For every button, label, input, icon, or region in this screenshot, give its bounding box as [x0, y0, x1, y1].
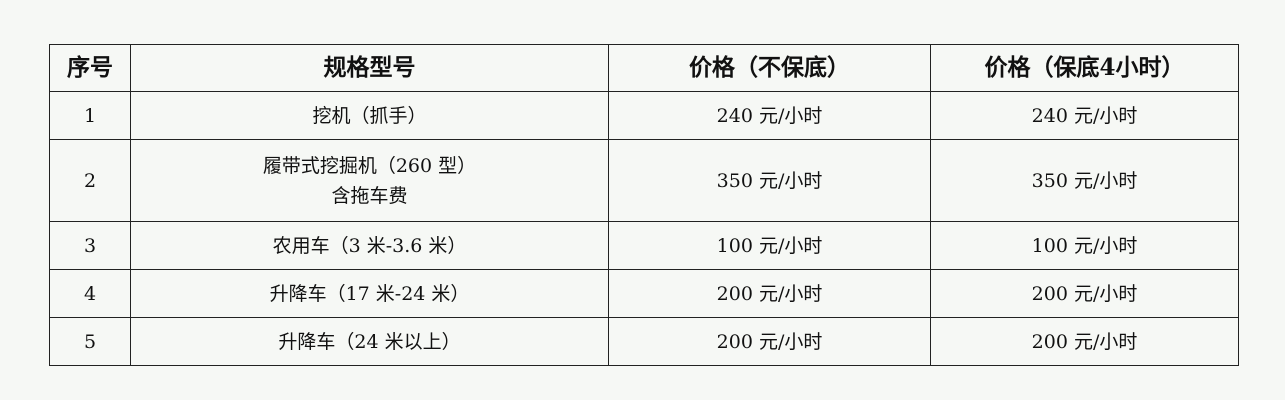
- cell-price-minimum-4h: 350 元/小时: [930, 139, 1239, 222]
- header-price-no-minimum: 价格（不保底）: [608, 44, 931, 92]
- cell-model: 升降车（17 米-24 米）: [130, 269, 609, 318]
- cell-price-no-minimum: 200 元/小时: [608, 269, 931, 318]
- cell-model-line: 含拖车费: [331, 184, 408, 207]
- header-row: 序号 规格型号 价格（不保底） 价格（保底4小时）: [49, 44, 1239, 92]
- cell-no: 2: [49, 139, 131, 222]
- price-table: 序号 规格型号 价格（不保底） 价格（保底4小时） 1 挖机（抓手） 240 元…: [49, 44, 1239, 366]
- table-row: 2 履带式挖掘机（260 型） 含拖车费 350 元/小时 350 元/小时: [49, 139, 1239, 222]
- cell-price-minimum-4h: 200 元/小时: [930, 317, 1239, 366]
- cell-model: 升降车（24 米以上）: [130, 317, 609, 366]
- cell-price-no-minimum: 200 元/小时: [608, 317, 931, 366]
- cell-price-minimum-4h: 200 元/小时: [930, 269, 1239, 318]
- cell-no: 1: [49, 91, 131, 140]
- header-no: 序号: [49, 44, 131, 92]
- cell-model-line: 履带式挖掘机（260 型）: [262, 154, 477, 177]
- cell-price-minimum-4h: 100 元/小时: [930, 221, 1239, 270]
- cell-no: 3: [49, 221, 131, 270]
- table-row: 3 农用车（3 米-3.6 米） 100 元/小时 100 元/小时: [49, 221, 1239, 270]
- table-row: 5 升降车（24 米以上） 200 元/小时 200 元/小时: [49, 317, 1239, 366]
- cell-price-no-minimum: 100 元/小时: [608, 221, 931, 270]
- cell-model: 挖机（抓手）: [130, 91, 609, 140]
- table-row: 1 挖机（抓手） 240 元/小时 240 元/小时: [49, 91, 1239, 140]
- header-model: 规格型号: [130, 44, 609, 92]
- cell-model: 农用车（3 米-3.6 米）: [130, 221, 609, 270]
- header-price-minimum-4h: 价格（保底4小时）: [930, 44, 1239, 92]
- cell-price-no-minimum: 240 元/小时: [608, 91, 931, 140]
- cell-no: 4: [49, 269, 131, 318]
- cell-price-no-minimum: 350 元/小时: [608, 139, 931, 222]
- table-row: 4 升降车（17 米-24 米） 200 元/小时 200 元/小时: [49, 269, 1239, 318]
- cell-model: 履带式挖掘机（260 型） 含拖车费: [130, 139, 609, 222]
- cell-no: 5: [49, 317, 131, 366]
- cell-price-minimum-4h: 240 元/小时: [930, 91, 1239, 140]
